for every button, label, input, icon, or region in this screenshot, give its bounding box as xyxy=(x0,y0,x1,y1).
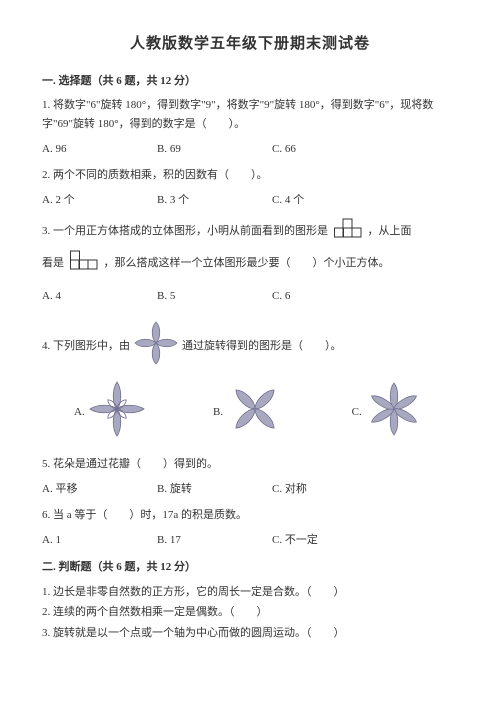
q2-opt-a: A. 2 个 xyxy=(42,191,157,210)
q6-opt-b: B. 17 xyxy=(157,531,272,550)
q4-post: 通过旋转得到的图形是（ ）。 xyxy=(182,337,342,356)
section-1-head: 一. 选择题（共 6 题，共 12 分） xyxy=(42,72,458,91)
q1-options: A. 96 B. 69 C. 66 xyxy=(42,140,458,159)
q1-opt-a: A. 96 xyxy=(42,140,157,159)
q4-opt-a-wrap: A. xyxy=(42,380,181,445)
q2-opt-b: B. 3 个 xyxy=(157,191,272,210)
q4-opt-b: B. xyxy=(213,403,223,422)
q1-opt-b: B. 69 xyxy=(157,140,272,159)
j2: 2. 连续的两个自然数相乘一定是偶数。（ ） xyxy=(42,603,458,622)
q4-opt-c-wrap: C. xyxy=(319,380,458,445)
q4-pre: 4. 下列图形中，由 xyxy=(42,337,130,356)
q3-line1-post: ，从上面 xyxy=(368,225,412,237)
cube-front-icon xyxy=(334,218,362,245)
q6-opt-c: C. 不一定 xyxy=(272,531,387,550)
q5-text: 5. 花朵是通过花瓣（ ）得到的。 xyxy=(42,455,458,474)
q6-options: A. 1 B. 17 C. 不一定 xyxy=(42,531,458,550)
q3-line1: 3. 一个用正方体搭成的立体图形，小明从前面看到的图形是 ，从上面 xyxy=(42,218,458,245)
page-title: 人教版数学五年级下册期末测试卷 xyxy=(42,32,458,58)
flower-main-icon xyxy=(133,320,179,373)
q3-options: A. 4 B. 5 C. 6 xyxy=(42,287,458,306)
q2-text: 2. 两个不同的质数相乘，积的因数有（ ）。 xyxy=(42,166,458,185)
q3-line1-pre: 3. 一个用正方体搭成的立体图形，小明从前面看到的图形是 xyxy=(42,225,328,237)
q5-opt-a: A. 平移 xyxy=(42,480,157,499)
q5-opt-c: C. 对称 xyxy=(272,480,387,499)
q6-opt-a: A. 1 xyxy=(42,531,157,550)
q3-line2-post: ，那么搭成这样一个立体图形最少要（ ）个小正方体。 xyxy=(104,257,390,269)
q2-options: A. 2 个 B. 3 个 C. 4 个 xyxy=(42,191,458,210)
q4-opt-a: A. xyxy=(74,403,85,422)
q3-opt-a: A. 4 xyxy=(42,287,157,306)
q4-opt-c: C. xyxy=(352,403,362,422)
q3-opt-c: C. 6 xyxy=(272,287,387,306)
j1: 1. 边长是非零自然数的正方形，它的周长一定是合数。（ ） xyxy=(42,583,458,602)
flower-c-icon xyxy=(365,380,423,445)
q4-options: A. B. xyxy=(42,380,458,445)
j3: 3. 旋转就是以一个点或一个轴为中心而做的圆周运动。（ ） xyxy=(42,624,458,643)
q1-text: 1. 将数字"6"旋转 180°，得到数字"9"，将数字"9"旋转 180°，得… xyxy=(42,96,458,133)
section-2-head: 二. 判断题（共 6 题，共 12 分） xyxy=(42,558,458,577)
flower-b-icon xyxy=(226,380,284,445)
q3-opt-b: B. 5 xyxy=(157,287,272,306)
q4-text: 4. 下列图形中，由 通过旋转得到的图形是（ ）。 xyxy=(42,320,458,373)
q5-options: A. 平移 B. 旋转 C. 对称 xyxy=(42,480,458,499)
flower-a-icon xyxy=(88,380,146,445)
cube-top-icon xyxy=(70,250,98,277)
q4-opt-b-wrap: B. xyxy=(181,380,320,445)
q3-line2-pre: 看是 xyxy=(42,257,64,269)
q3-line2: 看是 ，那么搭成这样一个立体图形最少要（ ）个小正方体。 xyxy=(42,250,458,277)
q5-opt-b: B. 旋转 xyxy=(157,480,272,499)
q1-opt-c: C. 66 xyxy=(272,140,387,159)
q6-text: 6. 当 a 等于（ ）时，17a 的积是质数。 xyxy=(42,506,458,525)
q2-opt-c: C. 4 个 xyxy=(272,191,387,210)
